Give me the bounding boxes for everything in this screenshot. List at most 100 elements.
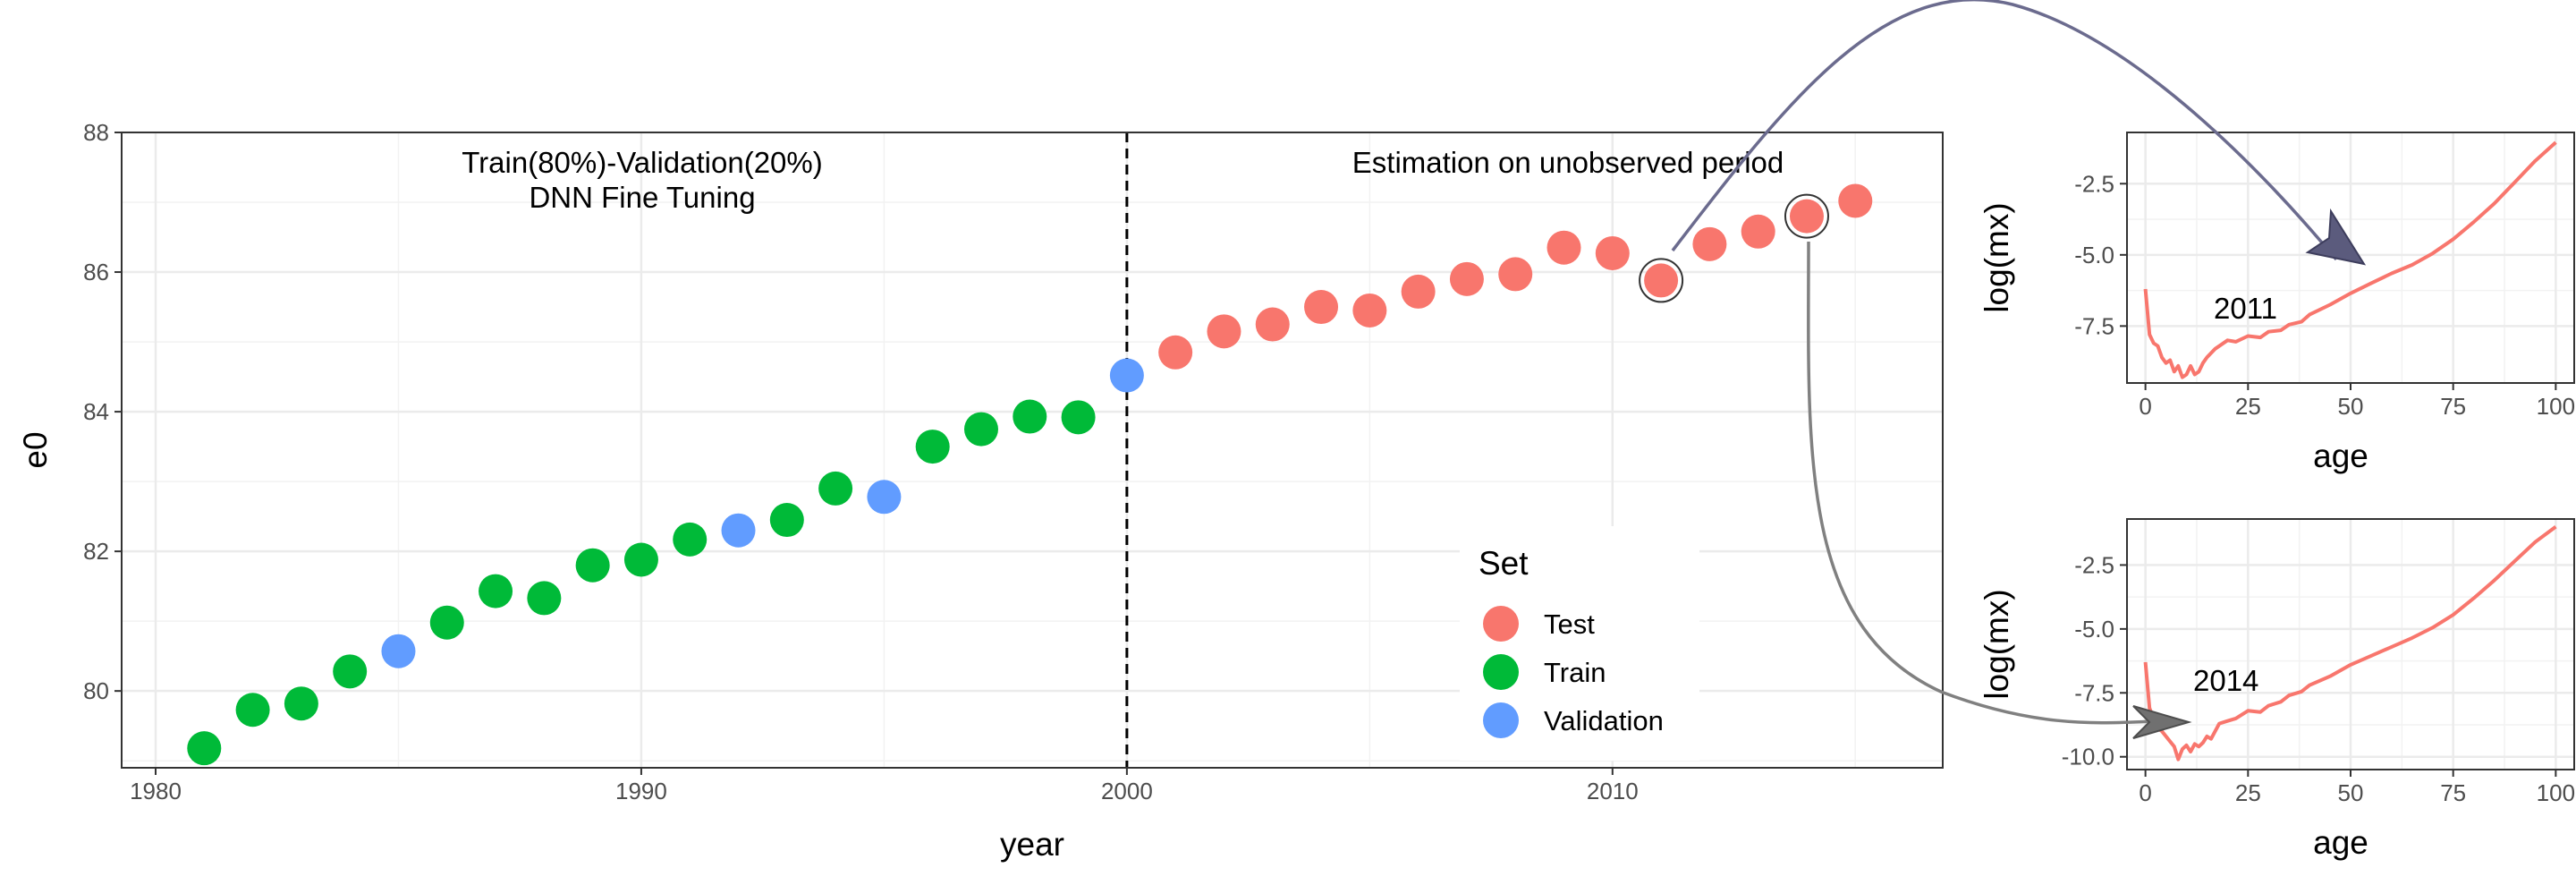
small2-y-tick-label: -5.0 (2074, 616, 2114, 642)
small-chart-2014: 2014 0 25 50 75 100 -2.5 -5.0 -7.5 -10.0 age log… (1979, 518, 2575, 861)
point-test (1352, 293, 1387, 328)
point-train (769, 503, 804, 538)
highlight-ring-2014 (1784, 193, 1829, 239)
small2-y-axis-title: log(mx) (1979, 589, 2015, 699)
main-y-tick-label: 84 (83, 398, 109, 425)
point-train (333, 654, 368, 689)
main-x-tick-label: 1990 (615, 778, 667, 804)
legend-key-test (1483, 606, 1519, 642)
point-train (235, 693, 270, 728)
main-points (187, 183, 1873, 766)
small1-x-tick-label: 0 (2139, 393, 2151, 420)
main-y-tick-label: 86 (83, 259, 109, 285)
legend-title: Set (1479, 545, 1529, 582)
small1-x-axis-title: age (2313, 438, 2368, 474)
point-train (963, 412, 998, 447)
point-test (1304, 290, 1339, 325)
small1-axis-ticks: 0 25 50 75 100 -2.5 -5.0 -7.5 (2074, 170, 2575, 420)
small2-axis-ticks: 0 25 50 75 100 -2.5 -5.0 -7.5 -10.0 (2062, 551, 2575, 806)
point-validation (721, 513, 756, 548)
main-plot-border (121, 132, 1944, 769)
small1-x-tick-label: 50 (2338, 393, 2364, 420)
point-test (1255, 307, 1290, 342)
legend-label-test: Test (1544, 608, 1595, 640)
point-test (1401, 274, 1436, 309)
legend-key-validation (1483, 702, 1519, 738)
main-x-axis-title: year (1000, 826, 1064, 863)
main-grid (122, 131, 1943, 768)
small1-y-axis-title: log(mx) (1979, 202, 2015, 312)
point-test (1644, 263, 1679, 298)
point-train (479, 574, 513, 608)
point-train (1013, 399, 1047, 434)
small2-x-tick-label: 75 (2440, 779, 2466, 806)
arrow-2014-head (2132, 705, 2192, 739)
point-validation (867, 480, 902, 515)
point-train (623, 542, 658, 577)
arrow-2011-head (2305, 208, 2367, 266)
point-train (915, 430, 950, 464)
connector-arrows (1671, 0, 2367, 739)
point-test (1838, 183, 1873, 218)
point-train (1061, 400, 1096, 435)
highlight-ring-2011 (1639, 258, 1684, 303)
small2-y-tick-label: -2.5 (2074, 551, 2114, 578)
small1-x-tick-label: 100 (2537, 393, 2575, 420)
small1-grid (2127, 132, 2574, 383)
main-y-axis-title: e0 (17, 431, 54, 468)
small-chart-2011: 2011 0 25 50 75 100 -2.5 -5.0 -7.5 age log(mx) (1979, 132, 2575, 474)
legend-label-validation: Validation (1544, 705, 1664, 736)
small1-y-tick-label: -7.5 (2074, 312, 2114, 339)
small2-year-label: 2014 (2193, 664, 2258, 697)
main-x-tick-label: 2010 (1587, 778, 1639, 804)
small2-mortality-line (2143, 524, 2557, 762)
train-annotation-line1: Train(80%)-Validation(20%) (462, 146, 823, 179)
small2-x-axis-title: age (2313, 824, 2368, 861)
point-train (575, 548, 610, 583)
small2-series-line (2143, 524, 2557, 762)
point-test (1449, 261, 1484, 296)
main-x-tick-label: 2000 (1101, 778, 1153, 804)
small2-x-tick-label: 100 (2537, 779, 2575, 806)
point-test (1498, 257, 1533, 292)
point-test (1789, 199, 1824, 234)
legend-entries: Test Train Validation (1483, 606, 1664, 738)
small2-x-tick-label: 0 (2139, 779, 2151, 806)
main-y-tick-label: 82 (83, 538, 109, 565)
point-train (527, 581, 562, 616)
point-test (1741, 214, 1775, 249)
legend-key-train (1483, 654, 1519, 690)
small1-series-line (2143, 140, 2557, 379)
point-test (1158, 335, 1193, 370)
main-y-tick-label: 88 (83, 119, 109, 146)
point-train (673, 522, 708, 557)
point-validation (1109, 358, 1144, 393)
small2-x-tick-label: 25 (2235, 779, 2261, 806)
arrow-2014-curve (1807, 241, 2157, 725)
small1-x-tick-label: 75 (2440, 393, 2466, 420)
small1-y-tick-label: -5.0 (2074, 242, 2114, 268)
point-train (187, 731, 222, 766)
point-test (1692, 226, 1727, 261)
main-chart: Train(80%)-Validation(20%) DNN Fine Tuni… (17, 119, 1944, 863)
legend: Set Test Train Validation (1460, 526, 1699, 761)
main-y-tick-label: 80 (83, 677, 109, 704)
estimation-annotation: Estimation on unobserved period (1352, 146, 1784, 179)
train-annotation-line2: DNN Fine Tuning (529, 181, 755, 214)
point-train (284, 686, 318, 721)
small1-x-tick-label: 25 (2235, 393, 2261, 420)
point-train (818, 471, 853, 506)
point-train (429, 605, 464, 640)
small2-y-tick-label: -10.0 (2062, 744, 2114, 770)
point-test (1546, 230, 1581, 265)
small2-y-tick-label: -7.5 (2074, 679, 2114, 706)
small2-x-tick-label: 50 (2338, 779, 2364, 806)
point-test (1207, 314, 1241, 349)
main-x-tick-label: 1980 (130, 778, 182, 804)
highlight-rings (1639, 193, 1829, 303)
legend-label-train: Train (1544, 657, 1606, 688)
point-validation (381, 634, 416, 668)
small1-year-label: 2011 (2214, 292, 2277, 325)
main-axis-ticks: 1980 1990 2000 2010 80 82 84 86 88 (83, 119, 1639, 804)
